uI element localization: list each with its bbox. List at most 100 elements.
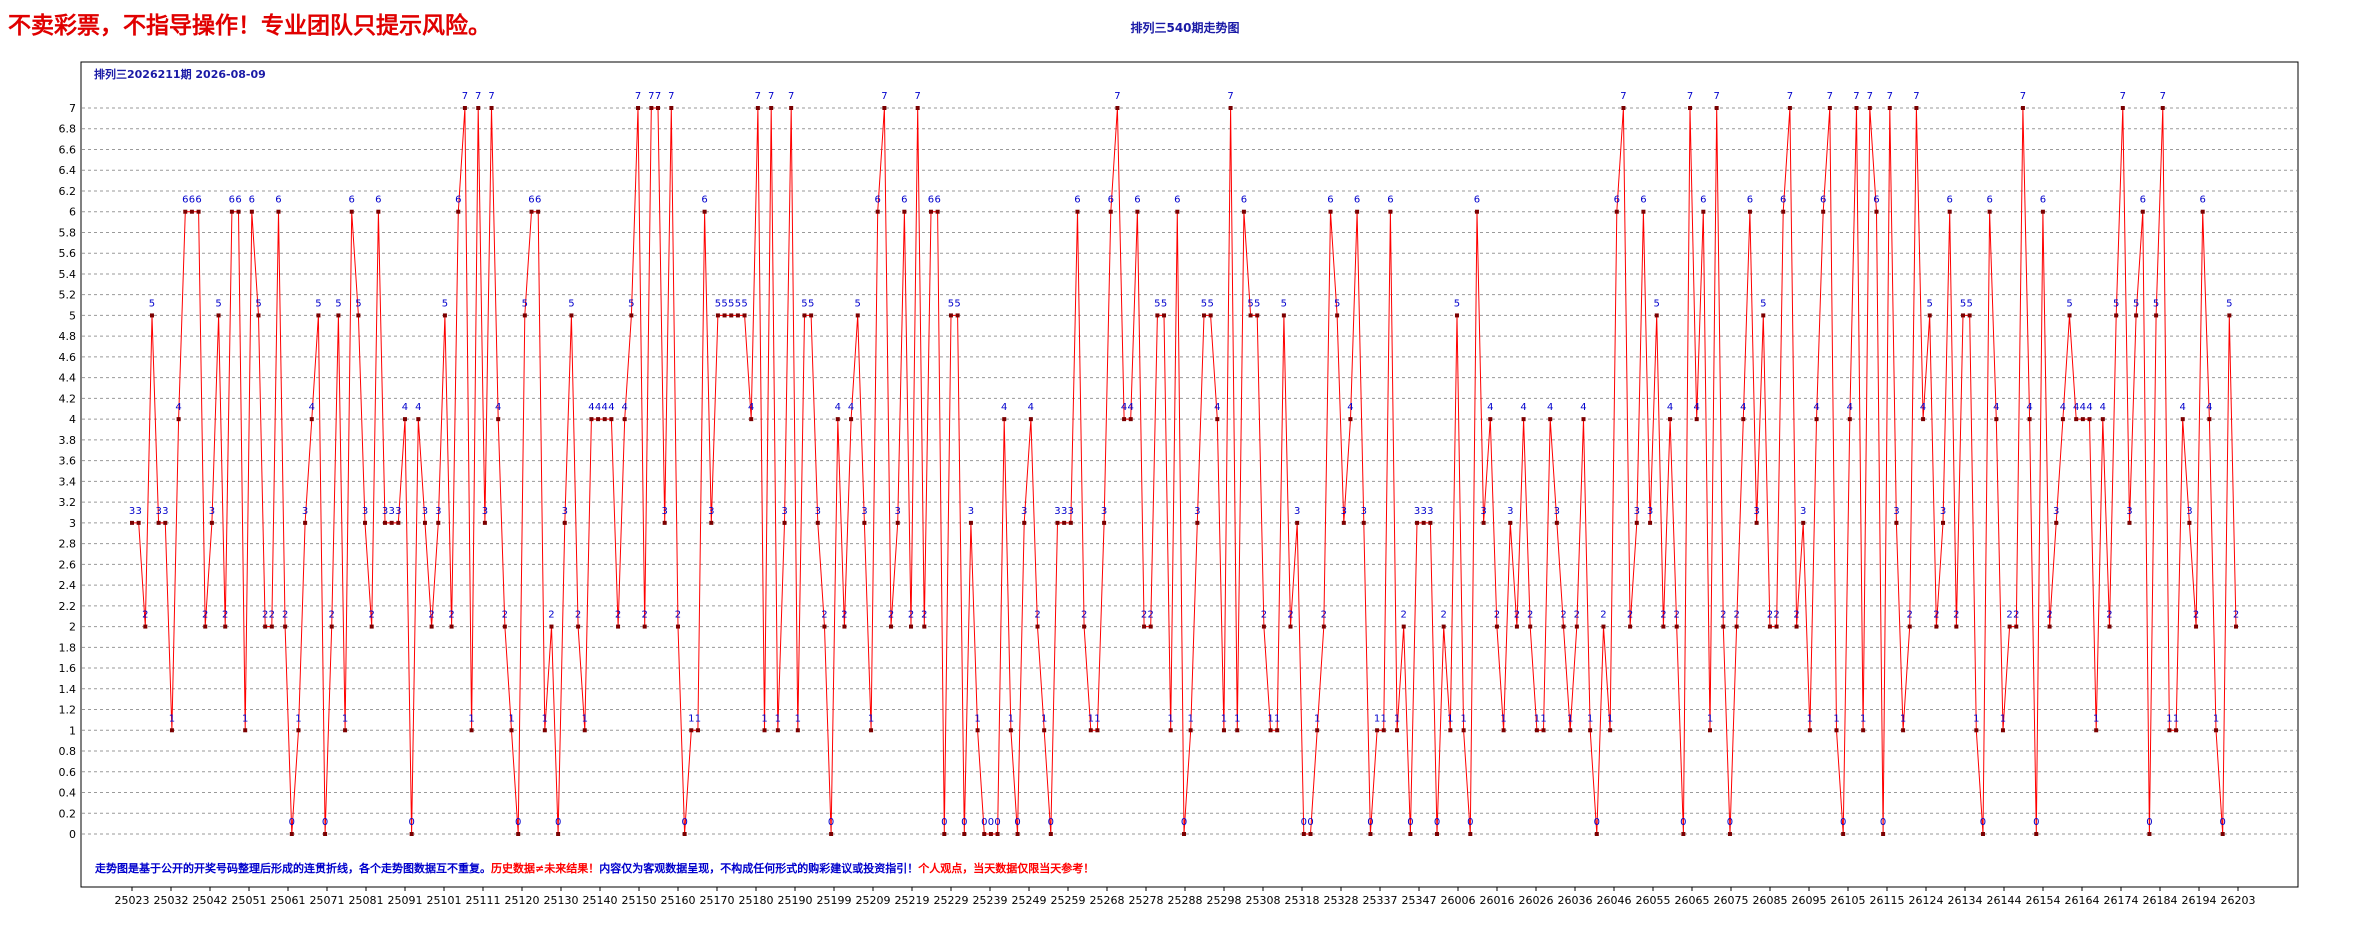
data-point [1827,106,1832,110]
x-tick-label: 25101 [427,894,462,907]
data-label: 4 [1813,402,1819,413]
data-point [775,728,780,733]
data-label: 3 [129,506,135,517]
data-label: 1 [2173,713,2179,724]
y-tick-label: 4 [69,413,76,426]
data-point [2174,728,2179,733]
x-tick-label: 25249 [1012,894,1047,907]
data-label: 7 [1887,91,1893,102]
data-label: 1 [1374,713,1380,724]
data-label: 4 [1028,402,1034,413]
data-label: 5 [1154,298,1160,309]
data-label: 3 [1414,506,1420,517]
data-label: 0 [1980,817,1986,828]
y-tick-label: 2.2 [59,600,77,613]
data-point [762,728,767,733]
x-axis: 25023 25032 25042 25051 25061 25071 25081 25091… [115,887,2256,907]
x-tick-label: 25190 [778,894,813,907]
data-label: 4 [2073,402,2079,413]
data-label: 6 [1700,195,1706,206]
data-label: 0 [1434,817,1440,828]
data-label: 4 [1121,402,1127,413]
data-point [935,209,940,214]
data-label: 5 [355,298,361,309]
data-label: 7 [1713,91,1719,102]
data-point [1488,417,1493,422]
data-label: 5 [721,298,727,309]
data-point [2107,624,2112,629]
data-point [1301,832,1306,836]
data-point [1648,520,1653,525]
data-label: 0 [988,817,994,828]
data-point [1008,728,1013,733]
data-point [596,417,601,422]
data-label: 3 [1021,506,1027,517]
data-point [1887,106,1892,110]
data-label: 1 [1534,713,1540,724]
data-label: 1 [1460,713,1466,724]
data-label: 2 [1527,610,1533,621]
data-point [1148,624,1153,629]
data-point [1548,417,1553,422]
data-point [582,728,587,733]
data-point [1474,209,1479,214]
data-label: 6 [2140,195,2146,206]
x-tick-label: 25160 [661,894,696,907]
data-point [2047,624,2052,629]
data-label: 1 [295,713,301,724]
x-tick-label: 25239 [973,894,1008,907]
data-label: 6 [1174,195,1180,206]
data-point [196,209,201,214]
data-point [962,832,967,836]
data-label: 2 [1574,610,1580,621]
data-point [1974,728,1979,733]
data-point [1674,624,1679,629]
data-label: 6 [195,195,201,206]
data-label: 1 [775,713,781,724]
data-point [1281,313,1286,318]
data-point [549,624,554,629]
data-point [2227,313,2232,318]
x-tick-label: 26095 [1792,894,1827,907]
data-point [662,520,667,525]
data-point [656,106,660,110]
data-label: 2 [575,610,581,621]
x-tick-label: 25219 [895,894,930,907]
data-label: 4 [1667,402,1673,413]
data-point [316,313,321,318]
data-label: 5 [1966,298,1972,309]
data-point [1814,417,1819,422]
data-label: 1 [795,713,801,724]
data-point [422,520,427,525]
data-point [636,106,641,110]
y-tick-label: 2 [69,621,76,634]
data-label: 7 [1853,91,1859,102]
data-label: 2 [1933,610,1939,621]
data-point [1721,624,1726,629]
data-point [709,520,714,525]
data-label: 4 [748,402,754,413]
data-label: 0 [981,817,987,828]
data-label: 1 [1500,713,1506,724]
data-point [502,624,507,629]
data-label: 0 [1181,817,1187,828]
data-point [1854,106,1859,110]
data-point [928,209,933,214]
data-label: 3 [135,506,141,517]
x-tick-label: 25130 [544,894,579,907]
data-point [922,624,927,629]
data-point [1321,624,1326,629]
data-label: 5 [1927,298,1933,309]
data-label: 1 [2000,713,2006,724]
data-label: 3 [482,506,488,517]
data-point [1235,728,1240,733]
data-point [642,624,647,629]
data-point [509,728,514,733]
data-label: 4 [2060,402,2066,413]
data-label: 3 [395,506,401,517]
data-label: 6 [235,195,241,206]
data-label: 3 [861,506,867,517]
data-point [2114,313,2119,318]
data-point [283,624,288,629]
data-point [1608,728,1613,733]
